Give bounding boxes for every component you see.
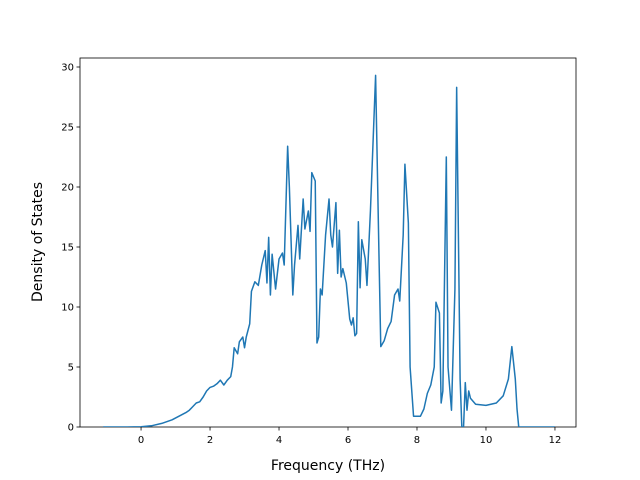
y-axis-label: Density of States <box>30 182 46 302</box>
x-tick-label: 0 <box>138 435 144 446</box>
x-tick-label: 12 <box>549 435 562 446</box>
y-tick-label: 25 <box>61 123 74 134</box>
x-tick-label: 6 <box>345 435 351 446</box>
y-tick-label: 15 <box>61 243 74 254</box>
x-axis-label: Frequency (THz) <box>271 458 385 474</box>
data-line <box>103 74 555 427</box>
y-tick-label: 30 <box>61 63 74 74</box>
x-tick-label: 8 <box>414 435 420 446</box>
y-tick-label: 5 <box>68 363 74 374</box>
y-tick-label: 20 <box>61 183 74 194</box>
y-tick-label: 10 <box>61 303 74 314</box>
x-tick-label: 10 <box>480 435 493 446</box>
axes-frame <box>79 57 577 428</box>
x-tick-label: 2 <box>207 435 213 446</box>
y-tick-label: 0 <box>68 423 74 434</box>
x-tick-label: 4 <box>276 435 282 446</box>
